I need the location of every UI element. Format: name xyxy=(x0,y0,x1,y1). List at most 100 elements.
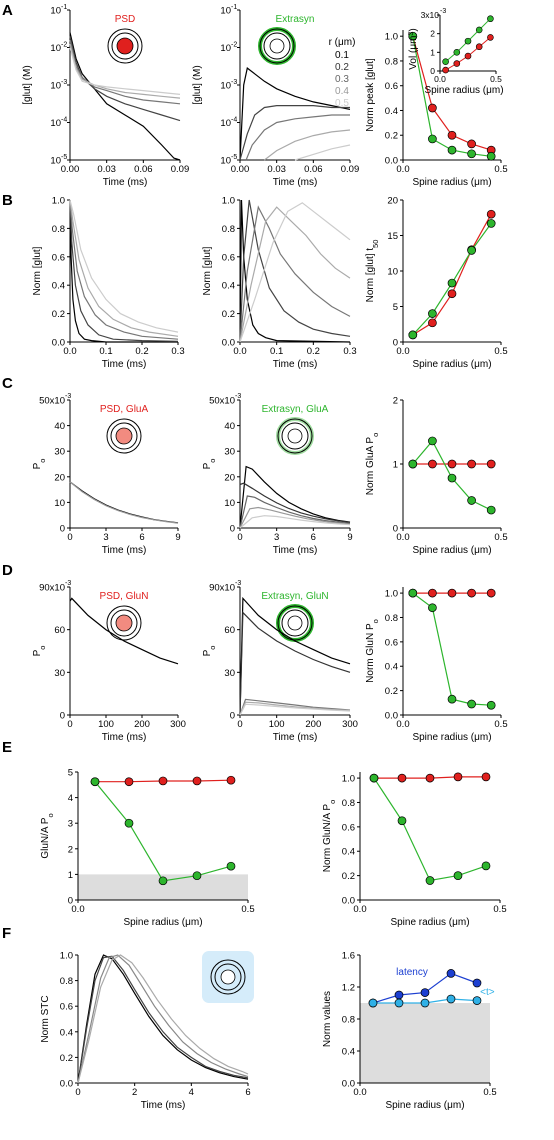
chart-b3-xlabel: Spine radius (μm) xyxy=(412,359,491,370)
chart-d1: 0 100 200 300 0 30 60 90x10 -3 Time (ms) Po PSD, Gl… xyxy=(32,580,186,743)
chart-a3-data-point xyxy=(447,145,457,155)
chart-d3-data-point xyxy=(447,588,457,598)
chart-b2: 0.0 0.1 0.2 0.3 0.0 0.2 0.4 0.6 0.8 1.0 Time (ms) N… xyxy=(202,196,357,371)
chart-d3-ytick-label: 0.0 xyxy=(385,711,398,722)
chart-c3: 0.0 0.5 0 1 2 Spine radius (μm) Norm GluA Po xyxy=(365,396,508,557)
chart-a2-ylabel: [glut] (M) xyxy=(192,65,203,104)
chart-a3-data-point xyxy=(467,139,476,149)
chart-c3-xtick-label: 0.5 xyxy=(494,532,507,543)
chart-b2-xtick-label: 0.0 xyxy=(233,346,246,357)
chart-b3-data-point xyxy=(467,246,476,255)
chart-d1-series-line xyxy=(69,597,179,665)
chart-c2-ytick-label: 10 xyxy=(224,498,235,509)
panel-letter-e: E xyxy=(2,739,12,756)
chart-c2-ytick-label: 30 xyxy=(224,447,235,458)
chart-b3: 0.0 0.5 0 5 10 15 20 Spine radius (μm) Norm [glu… xyxy=(365,196,508,371)
chart-b2-series-line xyxy=(239,206,351,343)
chart-b3-ytick-label: 15 xyxy=(387,231,398,242)
chart-d2-series-line xyxy=(239,703,351,716)
chart-b2-xtick-label: 0.3 xyxy=(343,346,356,357)
chart-c1-ytick-label: 0 xyxy=(60,524,65,535)
chart-a1-ytick-exponent: -3 xyxy=(61,79,67,86)
chart-e2-data-point xyxy=(453,871,463,880)
chart-c2-series-line xyxy=(239,506,351,529)
chart-c1-ytick-label: 10 xyxy=(54,498,65,509)
chart-e1-ytick-label: 3 xyxy=(68,819,73,830)
chart-a2-xtick-label: 0.03 xyxy=(267,164,286,175)
chart-f1-series-line xyxy=(77,954,249,1084)
chart-f2-data-point xyxy=(446,969,456,978)
chart-c3-data-point xyxy=(486,505,496,515)
chart-d3-ytick-label: 0.8 xyxy=(385,613,398,624)
chart-a1-ytick-exponent: -4 xyxy=(61,117,67,124)
chart-c2-spine-outer xyxy=(277,418,313,454)
chart-c1-series-line xyxy=(69,481,179,524)
chart-a2-legend-item: 0.4 xyxy=(335,86,349,97)
chart-e2: 0.0 0.5 0.0 0.2 0.4 0.6 0.8 1.0 Spine radius (μm… xyxy=(322,772,507,928)
chart-b2-xtick-label: 0.1 xyxy=(270,346,283,357)
chart-a3-data-point xyxy=(428,134,437,144)
chart-d2: 0 100 200 300 0 30 60 90x10 -3 Time (ms) Po Extrasy… xyxy=(202,580,358,743)
chart-f1-xlabel: Time (ms) xyxy=(141,1100,186,1111)
chart-d3-xtick-label: 0.5 xyxy=(494,719,507,730)
chart-a3-ytick-label: 0.4 xyxy=(385,106,398,117)
chart-b1: 0.0 0.1 0.2 0.3 0.0 0.2 0.4 0.6 0.8 1.0 Time (ms) N… xyxy=(32,196,185,371)
chart-d1-psd-dot xyxy=(115,614,133,632)
chart-e1-xtick-label: 0.0 xyxy=(71,904,84,915)
chart-d2-xtick-label: 300 xyxy=(342,719,358,730)
chart-a3-inset-ytop-label: 3x10 xyxy=(421,10,440,20)
chart-a1-xlabel: Time (ms) xyxy=(103,177,148,188)
chart-a3-inset-data-point xyxy=(487,15,494,23)
chart-f1-xtick-label: 4 xyxy=(189,1087,194,1098)
chart-f2: 0.0 0.5 0.0 0.4 0.8 1.2 1.6 Spine radius (μm) No… xyxy=(322,951,497,1112)
chart-e2-ylabel-subscript: o xyxy=(328,800,337,804)
chart-c2-xtick-label: 3 xyxy=(274,532,279,543)
chart-a3-ytick-label: 0.2 xyxy=(385,131,398,142)
chart-e1-ytick-label: 1 xyxy=(68,870,73,881)
chart-c2-xlabel: Time (ms) xyxy=(273,545,318,556)
chart-d3: 0.0 0.5 0.0 0.2 0.4 0.6 0.8 1.0 Spine radius (μm… xyxy=(365,587,508,743)
chart-a3-inset-xtick-label: 0.0 xyxy=(434,74,446,84)
chart-b1-ytick-label: 0.4 xyxy=(52,281,65,292)
chart-e2-ytick-label: 0.0 xyxy=(342,896,355,907)
chart-b3-ylabel-subscript: 50 xyxy=(371,240,380,248)
chart-d1-ylabel: Po xyxy=(32,646,47,657)
chart-a1-ytick-exponent: -5 xyxy=(61,154,67,161)
panel-letter-d: D xyxy=(2,562,13,579)
chart-a1-ytick-label: 10 xyxy=(50,81,61,92)
chart-a3-inset-ytop-exponent: -3 xyxy=(440,8,446,15)
chart-a1-ytick-label: 10 xyxy=(50,43,61,54)
chart-a2-ytick-label: 10 xyxy=(220,118,231,129)
chart-c2: 0 3 6 9 0 10 20 30 40 50x10 -3 Time (ms) Po Extrasyn,… xyxy=(202,393,353,556)
chart-a3-inset: 0.0 0.5 0 1 2 3x10 -3 Spine radius (μm) Vol (μm3… xyxy=(408,8,504,96)
chart-c3-ytick-label: 2 xyxy=(393,396,398,407)
chart-d3-data-point xyxy=(408,588,418,598)
chart-c1-spine-inner xyxy=(110,422,138,450)
chart-a1-ytick-exponent: -2 xyxy=(61,42,67,49)
chart-f2-data-point xyxy=(394,990,404,1000)
chart-f2-data-point xyxy=(420,988,430,997)
chart-f1-ylabel: Norm STC xyxy=(40,995,51,1042)
chart-a2-spine-outer xyxy=(259,28,295,64)
chart-a2-legend-item: 0.2 xyxy=(335,62,349,73)
chart-e2-data-point xyxy=(369,773,379,783)
chart-a2-xtick-label: 0.00 xyxy=(231,164,250,175)
chart-e1-xtick-label: 0.5 xyxy=(241,904,254,915)
chart-b1-xtick-label: 0.2 xyxy=(135,346,148,357)
chart-a3-xtick-label: 0.0 xyxy=(396,164,409,175)
chart-a1-series-line xyxy=(69,47,181,95)
chart-d2-series-line xyxy=(239,701,351,716)
chart-a3-inset-data-point xyxy=(442,66,449,74)
chart-b1-xtick-label: 0.1 xyxy=(99,346,112,357)
chart-b1-xtick-label: 0.3 xyxy=(171,346,184,357)
chart-e1-data-point xyxy=(226,861,236,871)
chart-b2-series-line xyxy=(239,199,351,343)
chart-b3-data-point xyxy=(447,289,457,299)
chart-d3-ytick-label: 0.6 xyxy=(385,637,398,648)
panel-letter-c: C xyxy=(2,375,13,392)
chart-e1-xlabel: Spine radius (μm) xyxy=(123,917,202,928)
chart-a2-ytick-label: 10 xyxy=(220,6,231,17)
chart-a3-inset-ytick-label: 1 xyxy=(430,47,435,57)
